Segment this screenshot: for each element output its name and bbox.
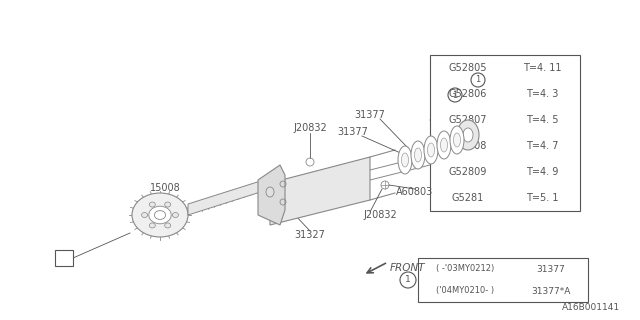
Ellipse shape bbox=[132, 193, 188, 237]
Text: A16B001141: A16B001141 bbox=[562, 303, 620, 312]
Text: T=4. 11: T=4. 11 bbox=[524, 63, 562, 73]
Ellipse shape bbox=[172, 212, 179, 218]
Bar bbox=[430, 55, 580, 211]
Ellipse shape bbox=[154, 211, 166, 220]
Text: 1: 1 bbox=[452, 91, 458, 100]
Text: FRONT: FRONT bbox=[390, 263, 426, 273]
Text: T=5. 1: T=5. 1 bbox=[526, 193, 559, 203]
Polygon shape bbox=[258, 165, 285, 225]
Text: 1: 1 bbox=[476, 76, 481, 84]
Polygon shape bbox=[270, 157, 370, 225]
Ellipse shape bbox=[411, 141, 425, 169]
Ellipse shape bbox=[424, 136, 438, 164]
Ellipse shape bbox=[401, 153, 408, 167]
Ellipse shape bbox=[457, 120, 479, 150]
Text: G52809: G52809 bbox=[448, 167, 486, 177]
Ellipse shape bbox=[415, 148, 422, 162]
Ellipse shape bbox=[164, 223, 171, 228]
Bar bbox=[418, 258, 588, 302]
Text: T=4. 9: T=4. 9 bbox=[526, 167, 559, 177]
Text: J20832: J20832 bbox=[293, 123, 327, 133]
Text: 15008: 15008 bbox=[150, 183, 180, 193]
Ellipse shape bbox=[450, 126, 464, 154]
Text: G52806: G52806 bbox=[448, 89, 486, 99]
Text: A60803: A60803 bbox=[396, 187, 434, 197]
Text: 31377*A: 31377*A bbox=[531, 286, 570, 295]
Text: G5281: G5281 bbox=[451, 193, 484, 203]
Ellipse shape bbox=[398, 146, 412, 174]
Text: ('04MY0210- ): ('04MY0210- ) bbox=[436, 286, 495, 295]
Text: A: A bbox=[61, 253, 67, 263]
Ellipse shape bbox=[149, 206, 172, 224]
Text: T=4. 5: T=4. 5 bbox=[526, 115, 559, 125]
Text: T=4. 7: T=4. 7 bbox=[526, 141, 559, 151]
Ellipse shape bbox=[437, 131, 451, 159]
Text: 1: 1 bbox=[405, 276, 411, 284]
Polygon shape bbox=[188, 178, 270, 215]
Ellipse shape bbox=[428, 143, 435, 157]
Text: G52805: G52805 bbox=[448, 63, 487, 73]
Ellipse shape bbox=[266, 187, 274, 197]
Ellipse shape bbox=[463, 128, 473, 142]
Ellipse shape bbox=[164, 202, 171, 207]
Text: 31377: 31377 bbox=[536, 265, 565, 274]
Ellipse shape bbox=[454, 133, 461, 147]
Text: 31377: 31377 bbox=[337, 127, 369, 137]
Text: ( -'03MY0212): ( -'03MY0212) bbox=[436, 265, 495, 274]
Ellipse shape bbox=[149, 202, 156, 207]
Text: J20832: J20832 bbox=[363, 210, 397, 220]
Text: T=4. 3: T=4. 3 bbox=[526, 89, 559, 99]
Text: 31377: 31377 bbox=[355, 110, 385, 120]
Text: G52808: G52808 bbox=[448, 141, 486, 151]
Bar bbox=[55, 250, 73, 266]
Ellipse shape bbox=[141, 212, 148, 218]
Ellipse shape bbox=[440, 138, 447, 152]
Text: 31327: 31327 bbox=[294, 230, 325, 240]
Ellipse shape bbox=[149, 223, 156, 228]
Text: G52807: G52807 bbox=[448, 115, 487, 125]
